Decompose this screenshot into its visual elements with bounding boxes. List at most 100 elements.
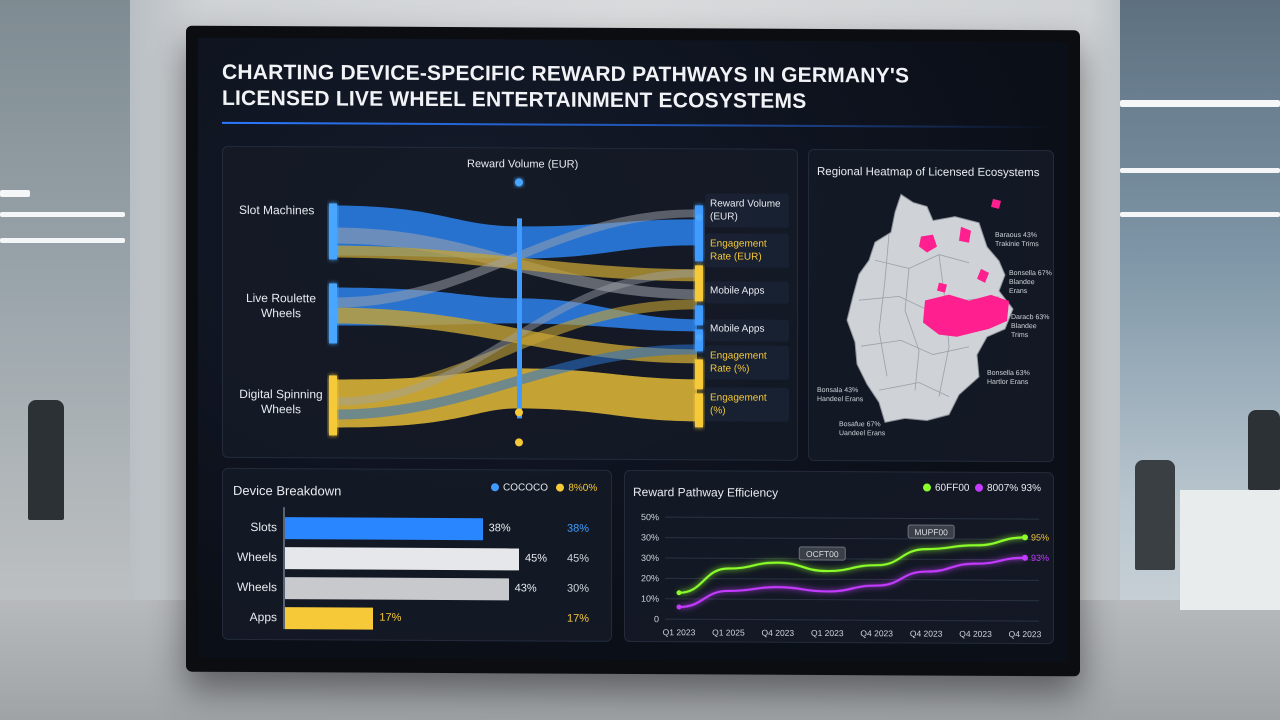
bar <box>285 577 509 601</box>
sankey-flow <box>335 299 697 400</box>
sankey-dot <box>695 213 703 221</box>
sankey-flow <box>335 368 519 428</box>
bar-right-label: 38% <box>567 522 590 535</box>
gridline <box>665 598 1039 602</box>
map-callout: Bonsala 43% Handeel Erans <box>817 386 864 404</box>
sankey-source-node <box>329 375 337 436</box>
heatmap-region-hot <box>991 198 1001 209</box>
x-tick-label: Q4 2023 <box>1009 629 1042 639</box>
series-start-point <box>676 590 682 596</box>
sankey-dot <box>695 273 703 281</box>
sankey-dot <box>329 207 337 216</box>
ceiling-light <box>0 212 125 217</box>
sankey-dot <box>329 395 337 404</box>
sankey-flow <box>335 209 697 308</box>
y-tick-label: 30% <box>641 553 659 563</box>
y-tick-label: 50% <box>641 512 659 522</box>
dashboard-screen: CHARTING DEVICE-SPECIFIC REWARD PATHWAYS… <box>198 37 1068 663</box>
series-end-point <box>1022 554 1028 561</box>
sankey-dot <box>695 333 703 341</box>
x-tick-label: Q1 2023 <box>663 627 696 637</box>
series-line <box>678 536 1026 594</box>
title-line-1: CHARTING DEVICE-SPECIFIC REWARD PATHWAYS… <box>222 60 910 88</box>
sankey-target-label: Engagement Rate (%) <box>705 345 789 380</box>
sankey-target-label: Engagement (%) <box>705 387 789 422</box>
bar <box>285 547 519 571</box>
sankey-target-node <box>695 393 703 428</box>
series-end-label: 93% <box>1031 553 1049 563</box>
bar-category-label: Apps <box>249 609 277 625</box>
sankey-dot <box>515 178 523 187</box>
y-tick-label: 20% <box>641 573 659 583</box>
gridline <box>665 516 1039 520</box>
sankey-source-label: Digital Spinning Wheels <box>239 386 323 417</box>
sankey-target-node <box>695 359 703 390</box>
bar-value-label: 43% <box>514 582 537 595</box>
annotation-tag <box>798 546 846 561</box>
sankey-flow <box>335 344 697 420</box>
legend-label: 8%0% <box>568 482 598 494</box>
bar-right-label: 30% <box>567 582 590 595</box>
gridline <box>665 557 1039 561</box>
x-tick-label: Q1 2023 <box>811 628 844 638</box>
bar-category-label: Wheels <box>236 549 277 565</box>
map-callout: Daracb 63% Blandee Trims <box>1011 313 1050 340</box>
sankey-target-node <box>695 305 703 326</box>
bar-right-label: 17% <box>567 612 590 625</box>
sankey-dot <box>515 408 523 417</box>
title-line-2: LICENSED LIVE WHEEL ENTERTAINMENT ECOSYS… <box>222 86 807 113</box>
bar-category-label: Slots <box>250 519 277 535</box>
sankey-target-label: Mobile Apps <box>705 319 789 342</box>
series-end-point <box>1022 534 1028 541</box>
bar-right-label: 45% <box>567 552 590 565</box>
efficiency-panel: Reward Pathway Efficiency 60FF00 8007% 9… <box>624 469 1054 645</box>
office-chair <box>1135 460 1175 570</box>
map-callout: Bonsella 67% Blandee Erans <box>1009 269 1052 296</box>
sankey-flow <box>335 307 697 364</box>
x-tick-label: Q4 2023 <box>762 628 795 638</box>
series-start-point <box>676 604 682 610</box>
legend-swatch <box>556 483 565 492</box>
bar <box>285 607 374 630</box>
ceiling-light <box>1120 168 1280 173</box>
x-tick-label: Q1 2025 <box>712 627 745 637</box>
gridline <box>665 618 1039 622</box>
heatmap-panel: Regional Heatmap of Licensed Ecosystems <box>808 148 1054 463</box>
sankey-flow <box>335 205 519 259</box>
ceiling-light <box>0 190 30 197</box>
heatmap-region-hot <box>937 282 947 293</box>
bar <box>285 517 483 541</box>
sankey-chart <box>329 178 703 447</box>
bar-value-label: 38% <box>488 522 511 535</box>
sankey-flow <box>335 245 697 282</box>
line-chart: 0 10% 20% 30% 30% 50% Q1 2023 Q1 2025 Q4 2023 Q1 … <box>641 512 1049 639</box>
ceiling-light <box>1120 100 1280 107</box>
bar-value-label: 45% <box>525 552 548 565</box>
sankey-dot <box>515 438 523 447</box>
bar-chart-title: Device Breakdown <box>233 482 342 499</box>
y-tick-label: 0 <box>654 614 659 624</box>
sankey-target-node <box>695 265 703 302</box>
bar-legend: COCOCO 8%0% <box>491 482 597 494</box>
heatmap-region-hot <box>923 294 1009 337</box>
sankey-target-label: Engagement Rate (EUR) <box>705 233 789 268</box>
map-callout: Bonsella 63% Hartlor Erans <box>987 369 1030 387</box>
x-tick-label: Q4 2023 <box>910 628 943 638</box>
sankey-flow <box>519 368 697 422</box>
heatmap-region-hot <box>977 268 989 283</box>
legend-swatch <box>491 483 499 492</box>
sankey-source-node <box>329 203 337 260</box>
sankey-flow <box>519 298 697 332</box>
sankey-target-node <box>695 205 703 262</box>
x-tick-label: Q4 2023 <box>860 628 893 638</box>
annotation-tag <box>907 524 955 539</box>
map-callout: Bosafue 67% Uandeel Erans <box>839 421 886 438</box>
map-callout: Baraous 43% Trakinie Trims <box>995 231 1039 249</box>
sankey-dot <box>695 413 703 421</box>
sankey-hub-node <box>517 218 522 419</box>
sankey-title: Reward Volume (EUR) <box>467 158 579 171</box>
y-tick-label: 10% <box>641 594 659 604</box>
annotation-label: OCFT00 <box>806 549 839 559</box>
sankey-dot <box>695 359 703 367</box>
sankey-flow <box>519 219 697 259</box>
